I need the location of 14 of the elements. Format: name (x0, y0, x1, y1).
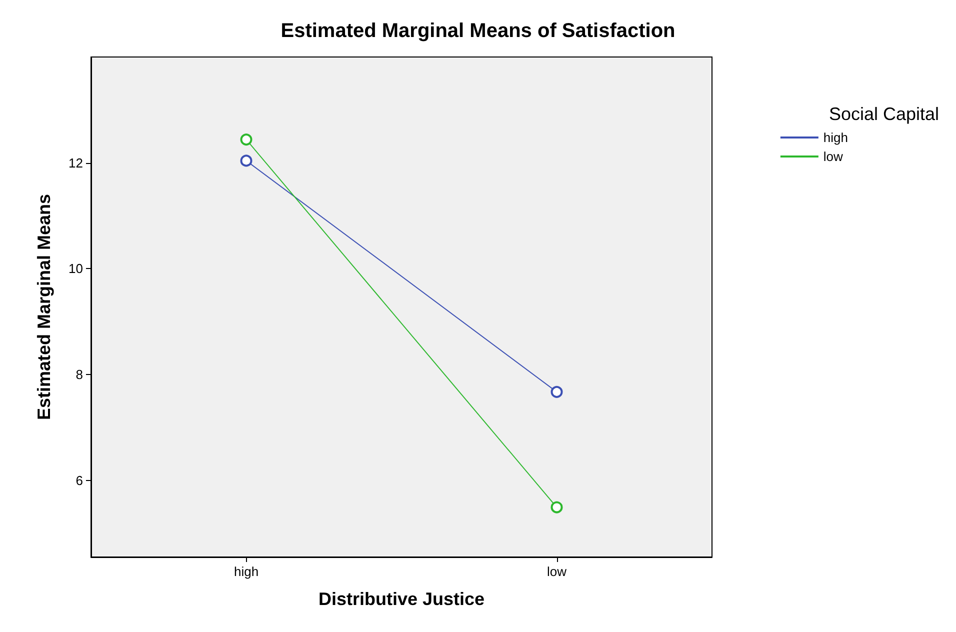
y-tick-label: 10 (68, 261, 83, 276)
point (550, 386, 563, 398)
point (240, 154, 252, 167)
legend-label: high (823, 130, 848, 145)
point (240, 134, 252, 146)
y-tick-label: 6 (76, 472, 83, 488)
y-tick-label: 12 (68, 155, 83, 170)
legend-title: Social Capital (828, 104, 940, 124)
point (550, 501, 563, 514)
x-axis-title: Distributive Justice (318, 589, 485, 609)
y-axis-title: Estimated Marginal Means (34, 194, 54, 420)
legend-label: low (823, 149, 844, 164)
y-tick-label: 8 (76, 366, 83, 382)
chart-title: Estimated Marginal Means of Satisfaction (280, 20, 676, 42)
